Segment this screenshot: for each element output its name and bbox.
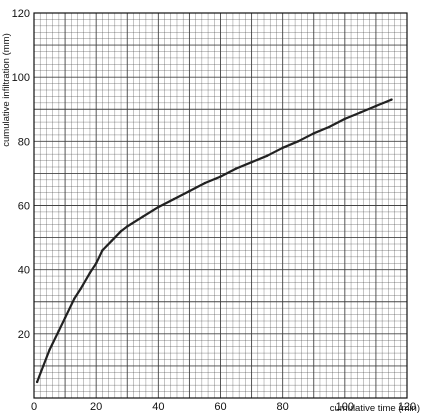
data-point xyxy=(219,175,222,178)
data-point xyxy=(63,316,67,319)
series-layer xyxy=(35,98,393,384)
x-tick-label: 0 xyxy=(31,401,37,413)
data-point xyxy=(110,239,113,242)
data-point xyxy=(42,364,45,368)
data-point xyxy=(359,111,362,114)
data-point xyxy=(48,348,51,352)
data-point xyxy=(94,262,98,265)
x-tick-label: 80 xyxy=(277,401,289,413)
data-point xyxy=(172,197,176,201)
y-tick-label: 20 xyxy=(18,329,30,341)
x-tick-label: 60 xyxy=(214,401,226,413)
data-point xyxy=(203,181,207,185)
data-point xyxy=(328,125,331,129)
series-line xyxy=(36,98,393,384)
x-tick-label: 40 xyxy=(152,401,164,413)
data-point xyxy=(88,271,92,275)
grid xyxy=(33,12,408,399)
x-tick-label: 120 xyxy=(398,401,416,413)
x-tick-label: 100 xyxy=(336,401,354,413)
data-point xyxy=(57,329,61,332)
data-point xyxy=(265,154,269,157)
data-point xyxy=(297,140,300,143)
data-point xyxy=(101,249,104,252)
data-point xyxy=(73,297,76,300)
y-axis-title: cumulative infiltration (mm) xyxy=(1,33,12,147)
x-tick-label: 20 xyxy=(90,401,102,413)
tick-labels: 0 20 40 60 80 100 120 20 40 60 80 100 120 xyxy=(12,8,417,413)
y-tick-label: 120 xyxy=(12,8,30,20)
data-point xyxy=(188,189,191,193)
y-tick-label: 60 xyxy=(18,201,30,213)
plot-frame xyxy=(33,12,408,399)
data-point xyxy=(312,132,315,135)
y-tick-label: 100 xyxy=(12,72,30,84)
data-point xyxy=(119,229,123,233)
y-tick-label: 40 xyxy=(18,265,30,277)
data-point xyxy=(157,205,160,209)
data-point xyxy=(343,117,347,121)
data-point xyxy=(234,167,238,170)
data-point xyxy=(35,380,39,384)
data-point xyxy=(250,160,253,164)
data-point xyxy=(281,146,284,149)
y-tick-label: 80 xyxy=(18,136,30,148)
data-point xyxy=(126,225,129,228)
x-axis-title: cumulative time (min) xyxy=(330,403,420,414)
data-point xyxy=(374,104,378,108)
data-point xyxy=(390,98,393,101)
data-point xyxy=(79,287,82,291)
data-point xyxy=(141,215,144,218)
